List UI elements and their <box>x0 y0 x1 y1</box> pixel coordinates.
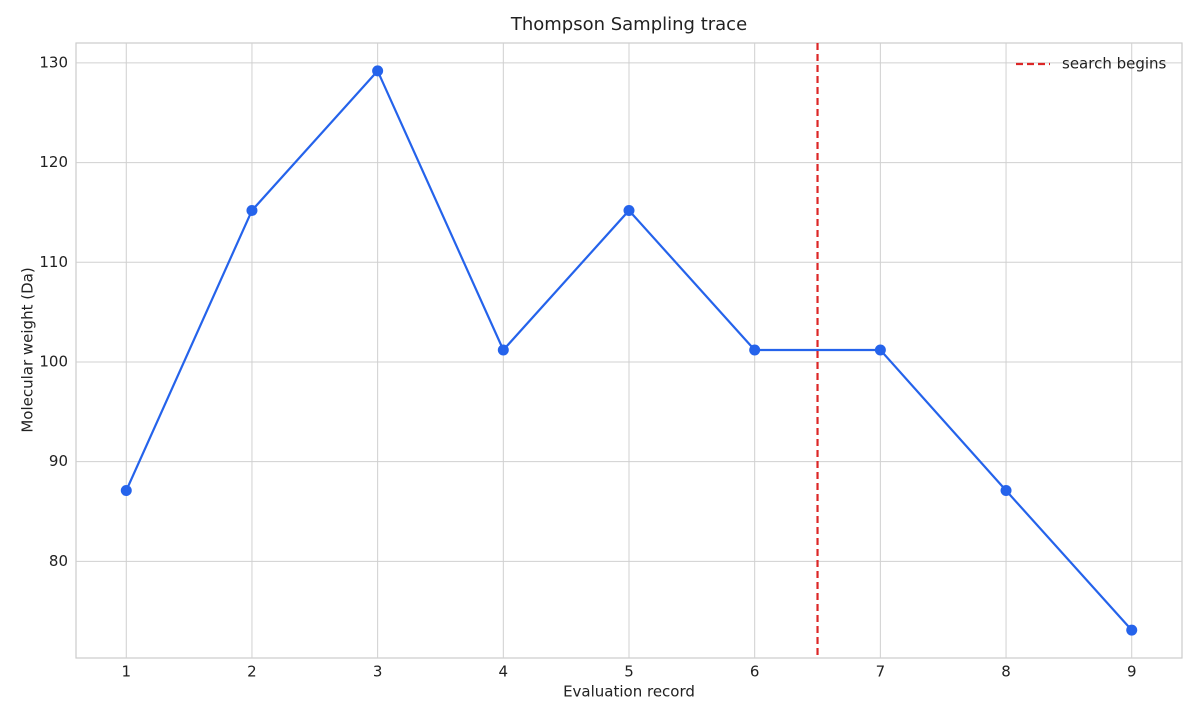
y-tick-label: 100 <box>39 352 68 370</box>
point <box>120 485 132 497</box>
y-tick-label: 80 <box>49 552 68 570</box>
x-tick-label: 2 <box>247 663 257 681</box>
y-tick-label: 130 <box>39 53 68 71</box>
point <box>749 344 761 356</box>
point <box>1126 624 1138 636</box>
x-tick-label: 6 <box>750 663 760 681</box>
point <box>874 344 886 356</box>
x-axis-label: Evaluation record <box>563 683 695 701</box>
y-axis-label: Molecular weight (Da) <box>19 267 37 432</box>
y-tick-label: 90 <box>49 452 68 470</box>
legend-label: search begins <box>1062 55 1167 73</box>
point <box>1000 485 1012 497</box>
point <box>246 204 258 216</box>
chart-title: Thompson Sampling trace <box>510 14 747 35</box>
y-tick-label: 120 <box>39 153 68 171</box>
x-tick-label: 1 <box>121 663 131 681</box>
x-tick-label: 9 <box>1127 663 1137 681</box>
y-tick-label: 110 <box>39 253 68 271</box>
point <box>623 204 635 216</box>
x-tick-label: 3 <box>373 663 383 681</box>
x-tick-label: 5 <box>624 663 634 681</box>
point <box>372 65 384 77</box>
point <box>497 344 509 356</box>
x-tick-label: 7 <box>876 663 886 681</box>
x-tick-label: 4 <box>499 663 509 681</box>
x-tick-label: 8 <box>1001 663 1011 681</box>
